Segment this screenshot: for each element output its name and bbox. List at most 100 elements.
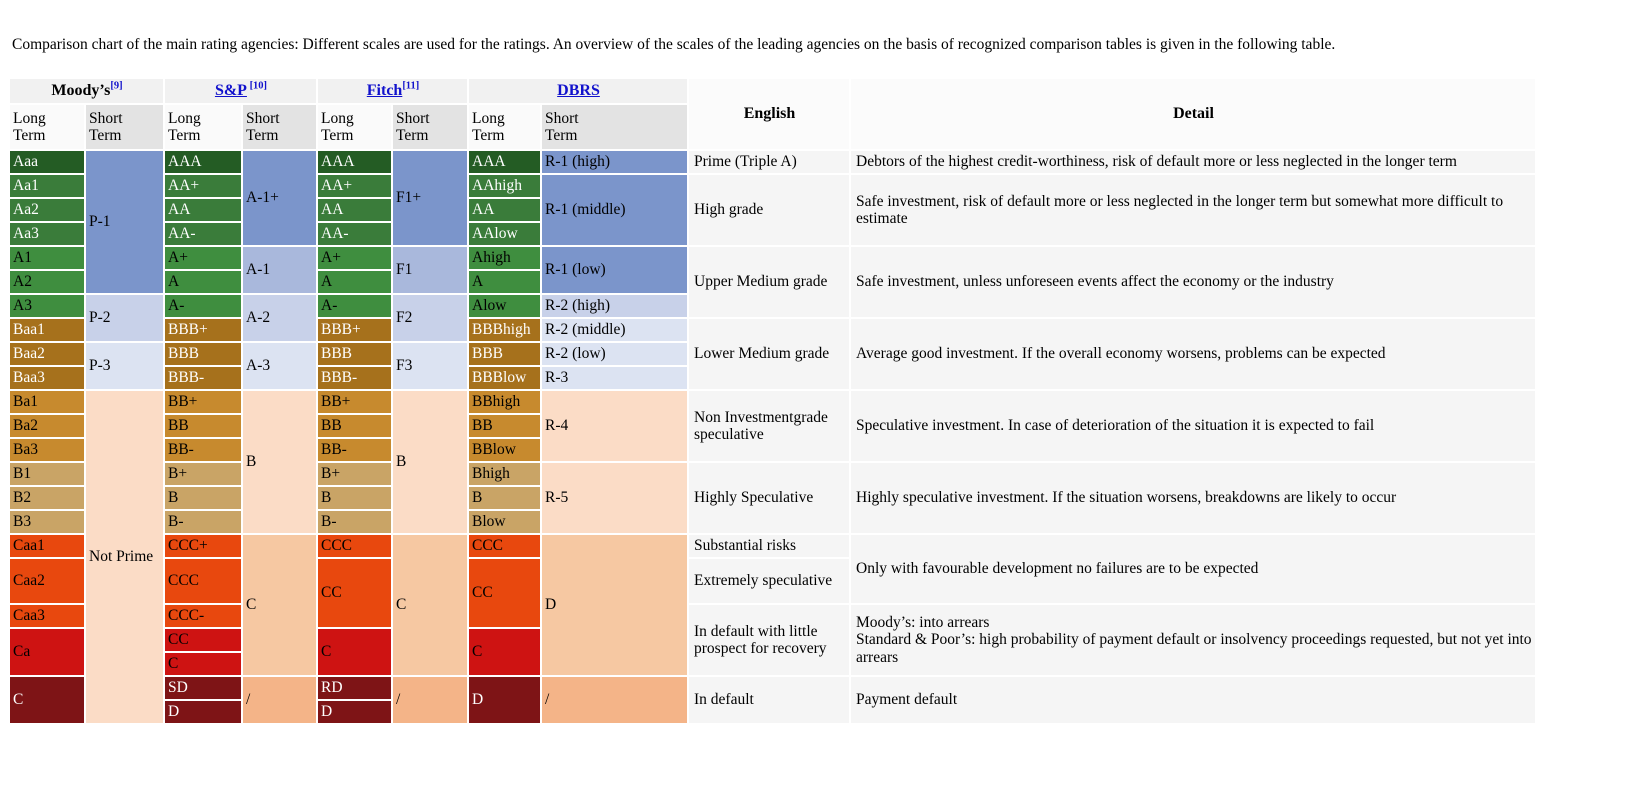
detail-in-default-little-prospect-label: Moody’s: into arrears Standard & Poor’s:… <box>856 613 1532 666</box>
cell-aaa: AAA <box>165 151 241 173</box>
table-row: B1 B+ B+ Bhigh R-5 Highly Speculative Highly s… <box>10 463 1535 533</box>
cell-p-2-label: P-2 <box>89 309 111 327</box>
cell-bbb+-label: BBB+ <box>321 321 361 339</box>
table-row: Ba3 BB- BB- BBlow <box>10 439 1535 461</box>
cell-ba1-label: Ba1 <box>13 393 38 411</box>
detail-prime-label: Debtors of the highest credit-worthiness… <box>856 153 1457 171</box>
cell-fitch-d-label: D <box>321 703 333 721</box>
cell-bb-label: BB- <box>321 441 347 459</box>
cell-aaa-label: Aaa <box>13 153 38 171</box>
header-sp-short-term: Short Term <box>243 105 316 149</box>
cell-b-label: B <box>168 489 179 507</box>
cell-a+: A+ <box>165 247 241 269</box>
cell-a: A- <box>165 295 241 317</box>
cell-r-1-high-label: R-1 (high) <box>545 153 611 171</box>
cell-b+-label: B+ <box>168 465 188 483</box>
cell-a-1+-label: A-1+ <box>246 189 279 207</box>
cell-b: B <box>165 487 241 509</box>
cell-bbb-label: BBB- <box>168 369 205 387</box>
table-row: Caa3 CCC- In default with little prospect … <box>10 605 1535 675</box>
header-dbrs-link[interactable]: DBRS <box>557 82 600 100</box>
cell-f2-label: F2 <box>396 309 413 327</box>
citation-link[interactable]: [9] <box>110 80 123 92</box>
citation-link[interactable]: [10] <box>246 80 268 92</box>
cell-bb-label: BB <box>321 417 342 435</box>
cell-a-1+: A-1+ <box>243 151 316 245</box>
cell-r-2-middle-label: R-2 (middle) <box>545 321 626 339</box>
cell-a1: A1 <box>10 247 84 269</box>
cell-bb: BB- <box>165 439 241 461</box>
cell-r-4: R-4 <box>542 391 687 461</box>
cell-a: A <box>469 271 540 293</box>
cell-sp-short-c-label: C <box>246 596 257 614</box>
english-lower-medium-label: Lower Medium grade <box>694 345 830 363</box>
cell-p-2: P-2 <box>86 295 163 341</box>
table-row: Ba1 Not Prime BB+ B BB+ B BBhigh R-4 Non Investm… <box>10 391 1535 723</box>
cell-aa3-label: Aa3 <box>13 225 39 243</box>
header-moodys-short-term-label: Short Term <box>89 109 123 144</box>
header-moodys-label: Moody’s <box>51 82 111 100</box>
header-dbrs-short-term: Short Term <box>542 105 687 149</box>
detail-highly-speculative: Highly speculative investment. If the si… <box>851 463 1535 533</box>
cell-aa2: Aa2 <box>10 199 84 221</box>
cell-sp-short-slash-label: / <box>246 691 251 709</box>
table-row: Long Term Short Term Long Term Short Term Lo… <box>10 105 1535 149</box>
cell-bb: BB <box>469 415 540 437</box>
table-row: A2 A A A <box>10 271 1535 293</box>
header-dbrs: DBRS <box>469 79 687 103</box>
table-row: Ca CC C C <box>10 629 1535 675</box>
table-row: Baa3 BBB- BBB- BBBlow R-3 <box>10 367 1535 389</box>
cell-r-2-low-label: R-2 (low) <box>545 345 606 363</box>
cell-aahigh-label: AAhigh <box>472 177 522 195</box>
cell-blow: Blow <box>469 511 540 533</box>
citation-link[interactable]: [11] <box>402 80 420 92</box>
cell-a: A <box>165 271 241 293</box>
detail-substantial-risks-label: Only with favourable development no fail… <box>856 560 1259 578</box>
cell-caa2-label: Caa2 <box>13 572 45 590</box>
header-fitch-short-term: Short Term <box>393 105 467 149</box>
cell-dbrs-short-slash-label: / <box>545 691 550 709</box>
cell-r-3-label: R-3 <box>545 369 569 387</box>
english-high-grade: High grade <box>689 175 849 245</box>
cell-sp-short-b: B <box>243 391 316 533</box>
cell-fitch-short-slash-label: / <box>396 691 401 709</box>
table-row: Ba2 BB BB BB <box>10 415 1535 437</box>
header-sp-link[interactable]: S&P <box>214 82 247 100</box>
cell-baa1-label: Baa1 <box>13 321 45 339</box>
cell-ba3-label: Ba3 <box>13 441 38 459</box>
cell-aa: AA <box>318 199 391 221</box>
header-moodys-long-term-label: Long Term <box>13 109 46 144</box>
cell-aa: AA <box>469 199 540 221</box>
cell-ccc: CCC- <box>165 605 241 627</box>
cell-bhigh: Bhigh <box>469 463 540 485</box>
detail-high-grade: Safe investment, risk of default more or… <box>851 175 1535 245</box>
cell-bbb-label: BBB- <box>321 369 358 387</box>
cell-c: C <box>318 629 391 675</box>
cell-p-1: P-1 <box>86 151 163 293</box>
cell-a-label: A <box>321 273 333 291</box>
cell-aahigh: AAhigh <box>469 175 540 197</box>
cell-b: B <box>318 487 391 509</box>
cell-d: D <box>469 677 540 723</box>
cell-baa2-label: Baa2 <box>13 345 45 363</box>
english-high-grade-label: High grade <box>694 201 764 219</box>
cell-b2-label: B2 <box>13 489 32 507</box>
cell-r-2-high-label: R-2 (high) <box>545 297 611 315</box>
cell-f1: F1 <box>393 247 467 293</box>
cell-bb+-label: BB+ <box>321 393 351 411</box>
cell-bbb: BBB- <box>318 367 391 389</box>
cell-bbhigh-label: BBhigh <box>472 393 521 411</box>
cell-bb-label: BB <box>168 417 189 435</box>
cell-bbb: BBB <box>318 343 391 365</box>
header-fitch-link[interactable]: Fitch <box>366 82 403 100</box>
cell-alow: Alow <box>469 295 540 317</box>
cell-ca-label: Ca <box>13 643 31 661</box>
table-row: A3 P-2 A- A-2 A- F2 Alow R-2 (high) <box>10 295 1535 341</box>
header-sp-long-term-label: Long Term <box>168 109 201 144</box>
detail-non-investment: Speculative investment. In case of deter… <box>851 391 1535 461</box>
cell-a-2-label: A-2 <box>246 309 271 327</box>
english-upper-medium-label: Upper Medium grade <box>694 273 828 291</box>
header-fitch-short-term-label: Short Term <box>396 109 430 144</box>
english-non-investment-label: Non Investmentgrade speculative <box>694 408 828 443</box>
